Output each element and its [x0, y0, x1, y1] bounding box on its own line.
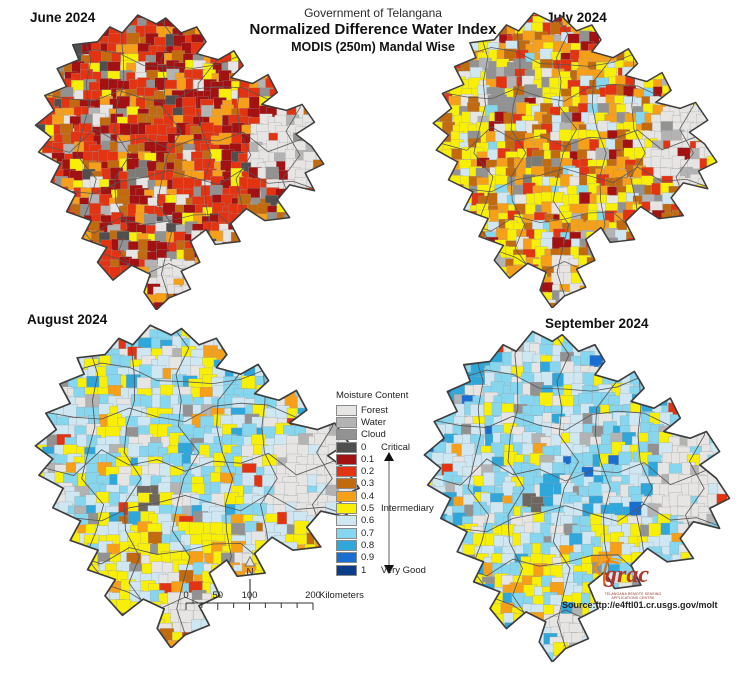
- title-block: Government of Telangana Normalized Diffe…: [238, 6, 508, 55]
- north-arrow-label: N: [246, 567, 254, 578]
- map-mosaic-july: [433, 12, 717, 308]
- legend-row-0_2: 0.2: [336, 465, 446, 478]
- legend-swatch: [336, 429, 357, 441]
- legend-swatch: [336, 441, 357, 453]
- map-mosaic-september: [424, 331, 730, 662]
- month-label-august: August 2024: [27, 312, 108, 327]
- legend-row-Cloud: Cloud: [336, 429, 446, 441]
- legend-class-label: Forest: [361, 404, 388, 416]
- month-label-june: June 2024: [30, 10, 96, 25]
- legend-row-0_6: 0.6: [336, 515, 446, 527]
- legend-row-0_1: 0.1: [336, 453, 446, 465]
- tgrac-logo-text: grac: [604, 562, 649, 588]
- legend-swatch: [336, 539, 357, 551]
- state-outline-july: [432, 12, 718, 308]
- main-title: Normalized Difference Water Index: [249, 21, 497, 38]
- legend-swatch: [336, 552, 357, 564]
- legend-swatch: [336, 466, 357, 478]
- legend-class-label: 0.7: [361, 527, 375, 539]
- legend-class-label: Cloud: [361, 429, 386, 441]
- map-june: [34, 14, 325, 310]
- legend-row-0_7: 0.7: [336, 527, 446, 539]
- map-september: [423, 330, 731, 662]
- legend-swatch: [336, 515, 357, 527]
- month-label-september: September 2024: [545, 316, 649, 331]
- scalebar-tick-label: 100: [242, 590, 258, 601]
- subtitle: MODIS (250m) Mandal Wise: [291, 39, 455, 54]
- tgrac-caption-line2: APPLICATIONS CENTRE: [611, 596, 655, 601]
- legend-class-label: 0.9: [361, 552, 375, 564]
- legend-row-0_3: 0.3: [336, 478, 446, 490]
- legend-swatch: [336, 453, 357, 465]
- legend-swatch: [336, 527, 357, 539]
- legend-swatch: [336, 416, 357, 428]
- legend-class-label: 0.5: [361, 503, 375, 515]
- legend-annotation: Very Good: [381, 564, 426, 576]
- legend-class-label: 0.4: [361, 490, 375, 502]
- state-outline-june: [34, 14, 325, 310]
- legend-class-label: 1: [361, 564, 367, 576]
- legend-swatch: [336, 478, 357, 490]
- legend-row-Water: Water: [336, 416, 446, 428]
- scalebar-unit-label: Kilometers: [319, 590, 364, 601]
- legend-row-0: 0 Critical: [336, 441, 446, 453]
- tgrac-logo: grac TELANGANA REMOTE SENSING APPLICATIO…: [588, 556, 678, 600]
- legend-annotation: Intermediary: [381, 503, 434, 515]
- legend-class-label: Water: [361, 416, 386, 428]
- government-title: Government of Telangana: [304, 6, 442, 20]
- legend-row-1: 1 Very Good: [336, 564, 446, 576]
- legend-class-label: 0.2: [361, 466, 375, 478]
- tgrac-caption-line1: TELANGANA REMOTE SENSING: [604, 592, 662, 596]
- legend-swatch: [336, 404, 357, 416]
- legend-swatch: [336, 564, 357, 576]
- legend-row-0_8: 0.8: [336, 539, 446, 551]
- legend-row-0_9: 0.9: [336, 552, 446, 564]
- legend-row-0_5: 0.5 Intermediary: [336, 502, 446, 515]
- legend-scale-arrow-icon: [384, 452, 394, 574]
- map-mosaic-june: [35, 14, 324, 310]
- tgrac-logo-icon: grac: [594, 557, 649, 588]
- legend-annotation: Critical: [381, 441, 411, 453]
- legend-swatch: [336, 490, 357, 502]
- scalebar-tick-label: 50: [212, 590, 223, 601]
- legend-rows: Forest Water Cloud 0 Critical 0.1 0.2 0.3 0.4 0.5…: [336, 404, 446, 576]
- legend-class-label: 0.1: [361, 453, 375, 465]
- legend-row-0_4: 0.4: [336, 490, 446, 502]
- legend-title: Moisture Content: [336, 390, 409, 401]
- state-outline-august: [34, 324, 360, 648]
- legend-swatch: [336, 503, 357, 515]
- source-text: Source:ftp://e4ftl01.cr.usgs.gov/molt: [562, 600, 718, 610]
- north-arrow: N: [243, 556, 257, 600]
- legend-class-label: 0.6: [361, 515, 375, 527]
- map-july: [432, 12, 718, 308]
- legend-class-label: 0: [361, 441, 367, 453]
- legend-class-label: 0.3: [361, 478, 375, 490]
- scalebar-tick-label: 0: [183, 590, 188, 601]
- legend: Moisture Content Forest Water Cloud 0 Critic…: [336, 390, 446, 576]
- map-august: [34, 324, 360, 648]
- legend-row-Forest: Forest: [336, 404, 446, 416]
- scalebar-tick-label: 200: [305, 590, 321, 601]
- north-arrow-icon: [244, 556, 256, 567]
- tgrac-logo-caption: TELANGANA REMOTE SENSING APPLICATIONS CE…: [604, 592, 662, 600]
- north-arrow-line: [249, 579, 251, 600]
- legend-class-label: 0.8: [361, 539, 375, 551]
